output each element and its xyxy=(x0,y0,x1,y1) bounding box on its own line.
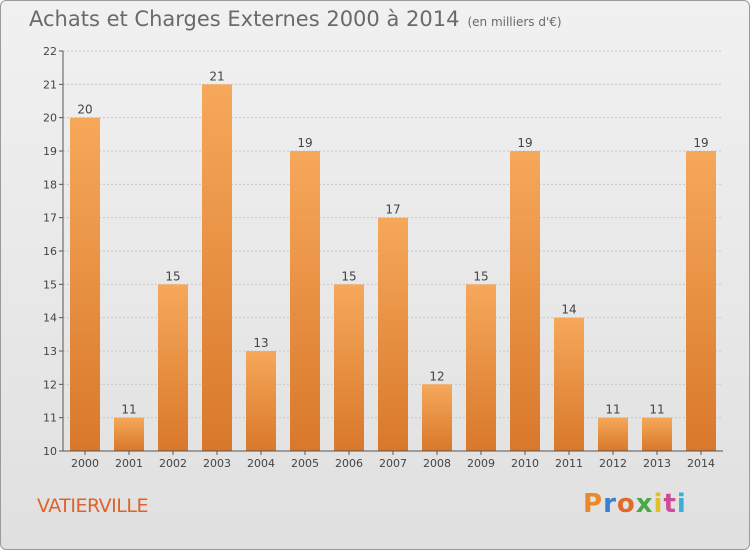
chart-title-text: Achats et Charges Externes 2000 à 2014 xyxy=(29,7,460,31)
axes: 10 11 12 13 14 15 16 17 18 19 20 21 22 2000 2001 2002 20… xyxy=(43,45,723,470)
x-tick-label: 2010 xyxy=(511,457,539,470)
bar-value-label: 14 xyxy=(561,303,576,317)
bars: 20 11 15 21 13 19 15 17 12 15 19 14 11 11 19 xyxy=(70,69,716,452)
bar xyxy=(510,151,540,451)
x-tick-label: 2014 xyxy=(687,457,715,470)
x-tick-label: 2007 xyxy=(379,457,407,470)
bar-value-label: 11 xyxy=(605,403,620,417)
y-tick-label: 21 xyxy=(43,78,57,91)
x-tick-label: 2008 xyxy=(423,457,451,470)
bar xyxy=(70,117,100,452)
bar-value-label: 11 xyxy=(121,403,136,417)
bar xyxy=(598,417,628,451)
bar xyxy=(554,317,584,451)
bar xyxy=(158,284,188,451)
bar xyxy=(378,217,408,451)
x-tick-label: 2003 xyxy=(203,457,231,470)
bar xyxy=(114,417,144,451)
bar xyxy=(290,151,320,451)
bar xyxy=(686,151,716,451)
bar xyxy=(422,384,452,451)
bar-value-label: 20 xyxy=(77,103,92,117)
x-tick-label: 2006 xyxy=(335,457,363,470)
x-tick-label: 2005 xyxy=(291,457,319,470)
bar xyxy=(334,284,364,451)
y-tick-label: 19 xyxy=(43,145,57,158)
x-tick-label: 2009 xyxy=(467,457,495,470)
chart-title: Achats et Charges Externes 2000 à 2014 (e… xyxy=(29,7,562,31)
bar-value-label: 15 xyxy=(165,269,180,283)
y-tick-label: 14 xyxy=(43,312,57,325)
bar-value-label: 12 xyxy=(429,369,444,383)
x-tick-label: 2013 xyxy=(643,457,671,470)
bar-value-label: 15 xyxy=(473,269,488,283)
x-tick-label: 2000 xyxy=(71,457,99,470)
x-tick-label: 2001 xyxy=(115,457,143,470)
y-tick-label: 18 xyxy=(43,178,57,191)
bar xyxy=(202,84,232,451)
y-tick-label: 16 xyxy=(43,245,57,258)
bar xyxy=(642,417,672,451)
bar-value-label: 17 xyxy=(385,203,400,217)
x-tick-label: 2011 xyxy=(555,457,583,470)
x-tick-label: 2004 xyxy=(247,457,275,470)
bar-value-label: 19 xyxy=(297,136,312,150)
bar xyxy=(466,284,496,451)
bar-value-label: 19 xyxy=(693,136,708,150)
y-tick-label: 15 xyxy=(43,278,57,291)
bar xyxy=(246,351,276,451)
proxiti-logo: Proxiti xyxy=(583,489,687,519)
y-tick-label: 10 xyxy=(43,445,57,458)
y-tick-label: 13 xyxy=(43,345,57,358)
y-tick-label: 11 xyxy=(43,412,57,425)
y-tick-label: 17 xyxy=(43,212,57,225)
y-tick-label: 20 xyxy=(43,112,57,125)
bar-value-label: 15 xyxy=(341,269,356,283)
bar-value-label: 19 xyxy=(517,136,532,150)
bar-value-label: 13 xyxy=(253,336,268,350)
bar-value-label: 11 xyxy=(649,403,664,417)
city-name: VATIERVILLE xyxy=(37,495,148,517)
bar-value-label: 21 xyxy=(209,69,224,83)
x-tick-label: 2012 xyxy=(599,457,627,470)
chart-subtitle: (en milliers d'€) xyxy=(467,15,562,29)
x-tick-label: 2002 xyxy=(159,457,187,470)
y-tick-label: 12 xyxy=(43,378,57,391)
y-tick-label: 22 xyxy=(43,45,57,58)
